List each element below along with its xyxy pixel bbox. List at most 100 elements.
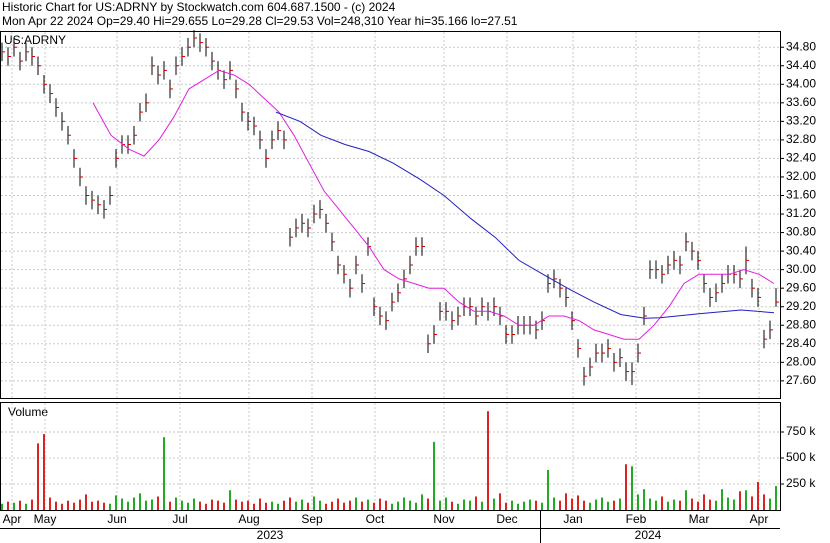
volume-bar: [259, 498, 261, 510]
year-label: 2023: [257, 528, 284, 542]
x-tick-label: May: [34, 512, 57, 526]
volume-bar: [667, 501, 669, 510]
volume-bar: [385, 500, 387, 510]
volume-bar: [337, 498, 339, 510]
volume-bar: [661, 496, 663, 510]
volume-bar: [655, 500, 657, 510]
volume-bar: [265, 502, 267, 510]
y-tick-label: 28.40: [786, 336, 816, 350]
volume-bar: [391, 503, 393, 510]
volume-legend: Volume: [8, 405, 48, 419]
volume-bar: [463, 499, 465, 510]
volume-bar: [745, 490, 747, 510]
volume-bar: [601, 497, 603, 510]
volume-bar: [181, 500, 183, 510]
y-tick-label: 250 k: [786, 476, 816, 490]
volume-bar: [91, 501, 93, 510]
volume-bar: [559, 500, 561, 510]
volume-bar: [565, 493, 567, 510]
volume-bar: [313, 496, 315, 510]
volume-bar: [229, 490, 231, 510]
moving-average: [92, 69, 775, 340]
volume-bar: [607, 501, 609, 510]
x-tick-label: Aug: [238, 512, 259, 526]
volume-bar: [49, 497, 51, 510]
x-tick-label: Jul: [172, 512, 187, 526]
moving-average: [275, 111, 775, 319]
volume-bar: [253, 503, 255, 510]
volume-bar: [547, 469, 549, 510]
volume-bar: [127, 501, 129, 510]
volume-bar: [739, 491, 741, 510]
volume-bar: [769, 498, 771, 510]
volume-bar: [307, 502, 309, 510]
volume-bar: [187, 502, 189, 510]
chart-title: Historic Chart for US:ADRNY by Stockwatc…: [2, 0, 396, 14]
volume-bar: [271, 501, 273, 510]
volume-bar: [619, 498, 621, 510]
y-tick-label: 34.40: [786, 58, 816, 72]
volume-bar: [211, 499, 213, 510]
volume-bar: [85, 494, 87, 510]
volume-bar: [445, 497, 447, 510]
volume-bar: [247, 500, 249, 510]
y-tick-label: 30.80: [786, 225, 816, 239]
volume-bar: [439, 500, 441, 510]
volume-bar: [343, 502, 345, 510]
volume-bar: [691, 498, 693, 510]
volume-bar: [421, 494, 423, 510]
volume-bar: [235, 499, 237, 510]
x-tick-label: Jun: [107, 512, 126, 526]
volume-bar: [199, 501, 201, 510]
volume-bar: [751, 496, 753, 510]
volume-bar: [637, 494, 639, 510]
volume-bar: [733, 499, 735, 510]
volume-bar: [625, 464, 627, 510]
volume-bar: [553, 497, 555, 510]
volume-bar: [679, 500, 681, 510]
volume-bar: [427, 498, 429, 510]
volume-bar: [703, 494, 705, 510]
volume-bar: [469, 500, 471, 510]
volume-bar: [25, 503, 27, 510]
price-legend: US:ADRNY: [4, 33, 66, 47]
volume-bar: [67, 500, 69, 510]
volume-bar: [1, 503, 3, 510]
volume-bar: [277, 503, 279, 510]
volume-bar: [529, 499, 531, 510]
x-tick-label: Jan: [563, 512, 582, 526]
volume-bar: [715, 500, 717, 510]
volume-bar: [373, 502, 375, 510]
x-tick-label: Apr: [750, 512, 769, 526]
y-tick-label: 31.20: [786, 206, 816, 220]
x-tick-label: Mar: [689, 512, 710, 526]
volume-bar: [61, 503, 63, 510]
volume-bar: [205, 503, 207, 510]
volume-bar: [535, 500, 537, 510]
x-tick-label: Dec: [496, 512, 517, 526]
volume-bar: [589, 502, 591, 510]
volume-bar: [517, 503, 519, 510]
volume-bar: [673, 499, 675, 510]
volume-bar: [631, 466, 633, 510]
volume-bar: [361, 501, 363, 510]
x-tick-label: Sep: [301, 512, 323, 526]
volume-bar: [457, 503, 459, 510]
y-tick-label: 28.00: [786, 354, 816, 368]
volume-bar: [505, 502, 507, 510]
volume-bar: [499, 493, 501, 510]
volume-bar: [19, 500, 21, 510]
volume-bar: [757, 481, 759, 510]
volume-bar: [295, 501, 297, 510]
y-tick-label: 34.80: [786, 39, 816, 53]
y-tick-label: 32.80: [786, 132, 816, 146]
volume-bar: [649, 498, 651, 510]
y-tick-label: 27.60: [786, 373, 816, 387]
y-tick-label: 33.20: [786, 114, 816, 128]
volume-bar: [103, 502, 105, 510]
volume-bar: [109, 503, 111, 510]
volume-bar: [685, 490, 687, 510]
y-tick-label: 28.80: [786, 317, 816, 331]
